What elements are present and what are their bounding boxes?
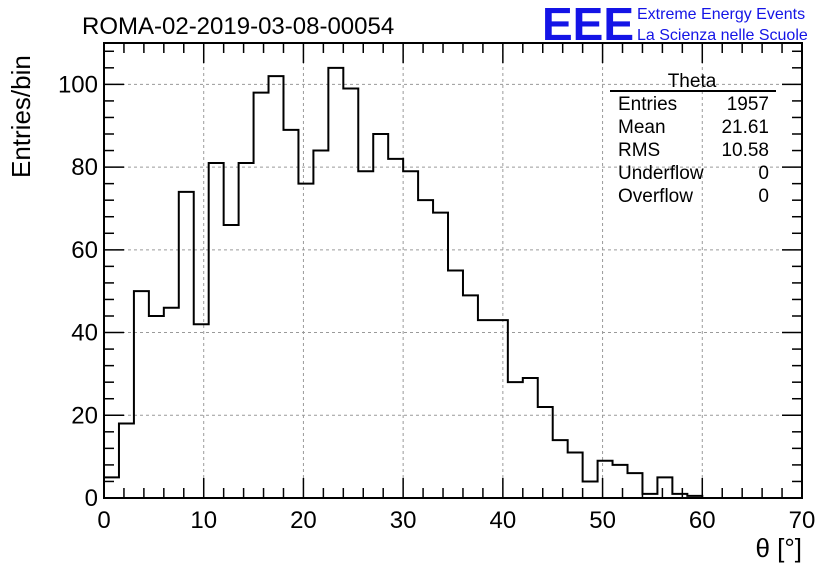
histogram-bin: [239, 163, 254, 498]
histogram-bin: [328, 68, 343, 498]
histogram-bin: [463, 295, 478, 498]
y-tick-label: 100: [58, 71, 98, 98]
histogram-series: [103, 66, 704, 499]
histogram-bin: [149, 316, 164, 498]
chart-title: ROMA-02-2019-03-08-00054: [82, 13, 394, 40]
stats-box: Theta Entries 1957 Mean 21.61 RMS 10.58 Underf…: [610, 71, 776, 207]
stats-rows: Entries 1957 Mean 21.61 RMS 10.58 Underflow 0 Ov…: [618, 94, 769, 207]
histogram-bin: [388, 159, 403, 498]
histogram-bin: [209, 163, 224, 498]
histogram-bin: [134, 291, 149, 498]
y-axis-label: Entries/bin: [6, 55, 36, 178]
x-tick-label: 20: [290, 507, 317, 534]
stats-value: 21.61: [721, 117, 769, 138]
stats-value: 0: [758, 186, 769, 207]
histogram-bin: [568, 453, 583, 499]
histogram-bin: [403, 171, 418, 498]
histogram-bin: [164, 308, 179, 498]
histogram-bin: [448, 271, 463, 499]
histogram-bin: [553, 440, 568, 498]
histogram-bin: [254, 93, 269, 498]
histogram-bin: [358, 171, 373, 498]
histogram-bin: [628, 473, 643, 498]
x-tick-label: 30: [390, 507, 417, 534]
brand-line-1: Extreme Energy Events: [637, 6, 805, 23]
histogram-bin: [373, 134, 388, 498]
eee-logo: EEE: [542, 0, 634, 50]
stats-title: Theta: [668, 71, 717, 92]
axes-frame: [103, 42, 803, 499]
histogram-bin: [343, 89, 358, 499]
stats-value: 1957: [727, 94, 769, 115]
x-axis-label: θ [°]: [755, 533, 802, 563]
histogram-bin: [657, 477, 672, 498]
histogram-bin: [224, 225, 239, 498]
stats-label: Overflow: [618, 186, 693, 207]
histogram-bin: [298, 184, 313, 498]
x-tick-label: 60: [689, 507, 716, 534]
histogram-bin: [523, 378, 538, 498]
histogram-bin: [119, 424, 134, 498]
x-tick-label: 50: [589, 507, 616, 534]
histogram-bin: [104, 477, 119, 498]
y-tick-label: 40: [71, 320, 98, 347]
grid-lines: [104, 43, 802, 498]
x-tick-label: 70: [789, 507, 816, 534]
histogram-bin: [538, 407, 553, 498]
tick-marks: [103, 43, 803, 499]
histogram-bin: [478, 320, 493, 498]
plot-frame: [103, 42, 803, 499]
tick-labels: 0 10 20 30 40 50 60 70 0 20 40 60 80 100: [58, 71, 815, 534]
histogram-bin: [194, 324, 209, 498]
histogram-bin: [313, 151, 328, 498]
y-tick-label: 0: [85, 485, 98, 512]
histogram-bin: [269, 76, 284, 498]
histogram-bin: [283, 130, 298, 498]
stats-label: Mean: [618, 117, 666, 138]
histogram-outline: [103, 66, 704, 498]
stats-label: Underflow: [618, 163, 704, 184]
y-tick-label: 20: [71, 402, 98, 429]
stats-label: RMS: [618, 140, 660, 161]
histogram-bin: [583, 481, 598, 498]
y-tick-label: 60: [71, 237, 98, 264]
histogram-bin: [418, 200, 433, 498]
histogram-bin: [508, 382, 523, 498]
stats-label: Entries: [618, 94, 677, 115]
histogram-bin: [179, 192, 194, 498]
histogram-bin: [493, 320, 508, 498]
y-tick-label: 80: [71, 154, 98, 181]
x-tick-label: 40: [490, 507, 517, 534]
brand-line-2: La Scienza nelle Scuole: [637, 27, 808, 44]
histogram-bin: [613, 465, 628, 498]
stats-value: 0: [758, 163, 769, 184]
stats-value: 10.58: [721, 140, 769, 161]
x-tick-label: 0: [97, 507, 110, 534]
x-tick-label: 10: [190, 507, 217, 534]
histogram-bin: [598, 461, 613, 498]
histogram-bin: [433, 213, 448, 498]
